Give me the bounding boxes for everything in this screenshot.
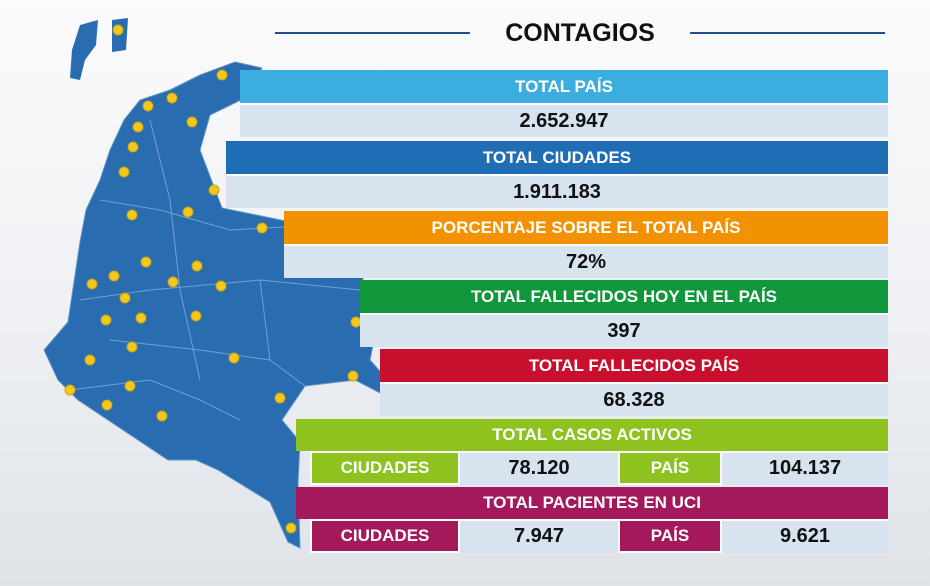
title-rule	[275, 32, 470, 34]
cell-value: 104.137	[768, 456, 842, 479]
title-rule	[690, 32, 885, 34]
section-header: TOTAL CASOS ACTIVOS	[296, 419, 888, 451]
cell-label: PAÍS	[618, 451, 722, 485]
section-header: TOTAL PAÍS	[240, 70, 888, 103]
section-value: 68.328	[380, 382, 888, 416]
cell-value: 78.120	[508, 456, 570, 479]
section-value: 72%	[284, 244, 888, 278]
cell-value: 7.947	[513, 524, 565, 547]
section-header: TOTAL FALLECIDOS PAÍS	[380, 349, 888, 382]
section-header: TOTAL PACIENTES EN UCI	[296, 487, 888, 519]
map-borders	[69, 119, 361, 421]
section-header: TOTAL CIUDADES	[226, 141, 888, 174]
cell-value: 9.621	[779, 524, 831, 547]
cell-label: PAÍS	[618, 519, 722, 553]
section-header: TOTAL FALLECIDOS HOY EN EL PAÍS	[360, 280, 888, 313]
cell-label: CIUDADES	[310, 451, 460, 485]
section-header: PORCENTAJE SOBRE EL TOTAL PAÍS	[284, 211, 888, 244]
title: CONTAGIOS	[505, 19, 655, 47]
section-value: 397	[360, 313, 888, 347]
map-islands	[70, 18, 128, 80]
section-value: 1.911.183	[226, 174, 888, 208]
section-value: 2.652.947	[240, 103, 888, 137]
cell-label: CIUDADES	[310, 519, 460, 553]
